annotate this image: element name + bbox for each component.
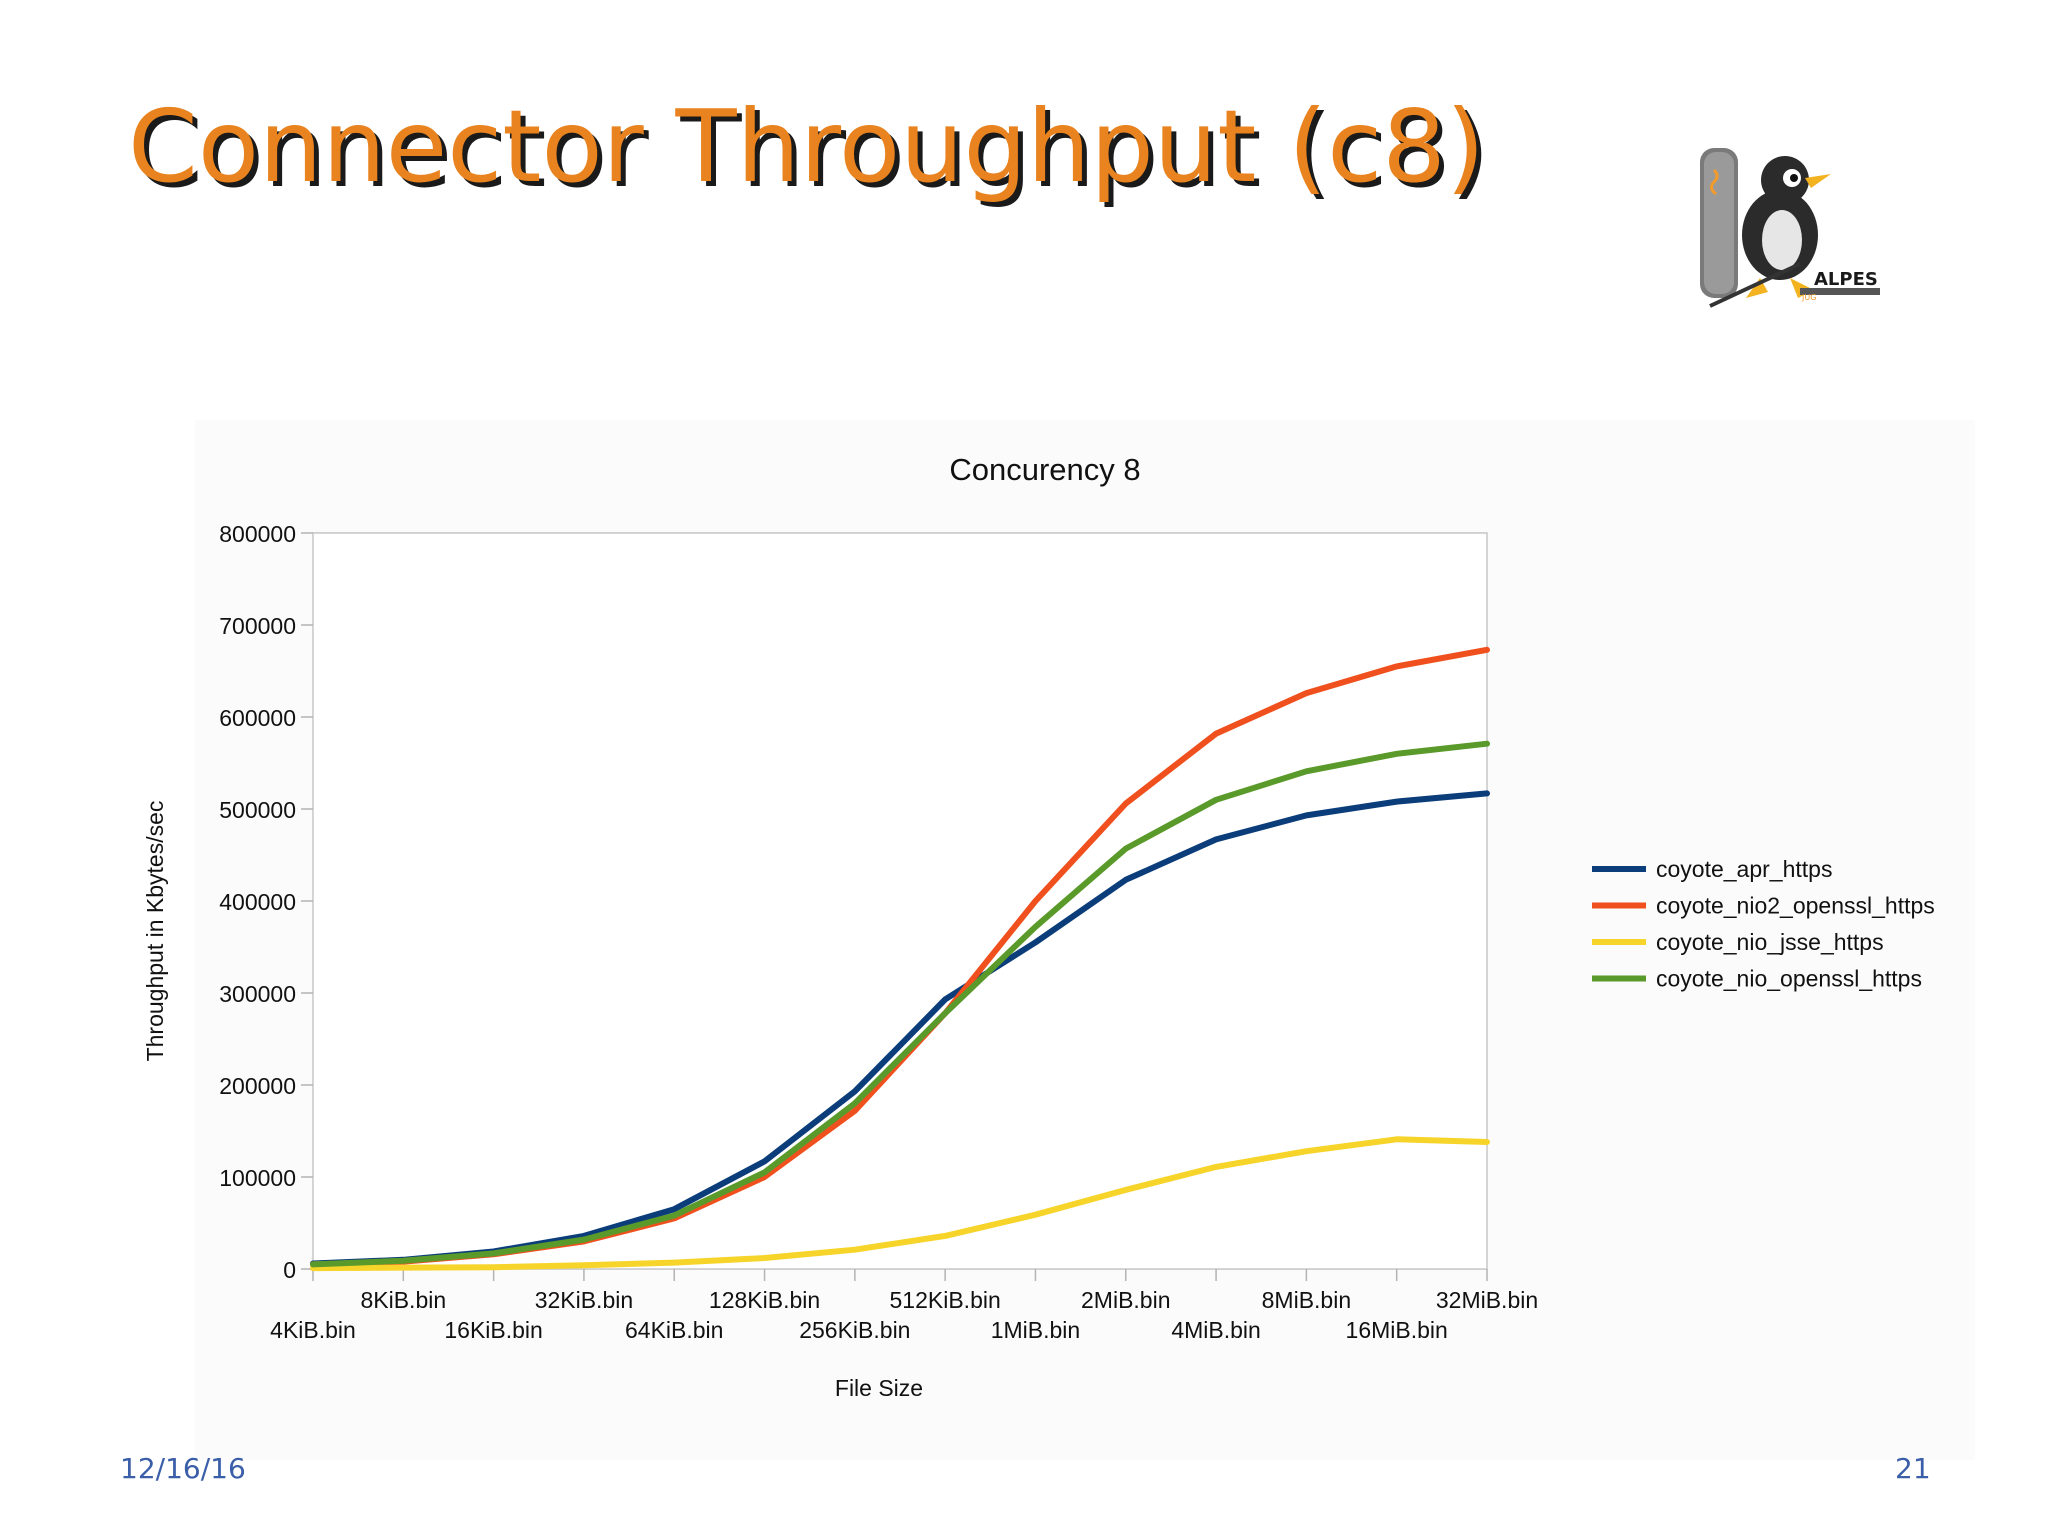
y-tick-label: 100000	[219, 1165, 296, 1191]
page-number: 21	[1895, 1452, 1931, 1485]
x-tick-label: 1MiB.bin	[991, 1317, 1080, 1343]
slide-title: Connector Throughput (c8)	[128, 88, 1485, 205]
plot-area	[312, 532, 1488, 1270]
alpes-jug-logo: ALPES JUG	[1700, 148, 1880, 308]
y-tick-label: 700000	[219, 613, 296, 639]
x-tick-label: 32KiB.bin	[535, 1287, 633, 1313]
y-tick-label: 200000	[219, 1073, 296, 1099]
x-tick-label: 16KiB.bin	[444, 1317, 542, 1343]
x-tick-label: 32MiB.bin	[1436, 1287, 1538, 1313]
logo-subtext: JUG	[1801, 293, 1816, 302]
chart-title: Concurency 8	[949, 452, 1140, 487]
x-tick-label: 4MiB.bin	[1171, 1317, 1260, 1343]
chart-series	[310, 646, 1490, 1272]
series-line-coyote_nio_jsse_https	[310, 1136, 1490, 1272]
y-tick-label: 500000	[219, 797, 296, 823]
y-tick-label: 600000	[219, 705, 296, 731]
x-tick-label: 4KiB.bin	[270, 1317, 356, 1343]
legend-label: coyote_apr_https	[1656, 856, 1832, 882]
y-axis-ticks: 0 100000 200000 300000 400000 500000 600000 700…	[219, 521, 313, 1283]
series-line-coyote_nio_openssl_https	[310, 740, 1490, 1268]
y-tick-label: 0	[283, 1257, 296, 1283]
x-tick-label: 8MiB.bin	[1262, 1287, 1351, 1313]
legend-label: coyote_nio_openssl_https	[1656, 966, 1922, 992]
x-tick-label: 512KiB.bin	[890, 1287, 1001, 1313]
legend-label: coyote_nio2_openssl_https	[1656, 893, 1935, 919]
logo-text: ALPES	[1814, 269, 1878, 290]
x-tick-label: 2MiB.bin	[1081, 1287, 1170, 1313]
plot-background	[312, 532, 1488, 1270]
y-tick-label: 300000	[219, 981, 296, 1007]
x-tick-label: 16MiB.bin	[1346, 1317, 1448, 1343]
y-tick-label: 400000	[219, 889, 296, 915]
y-axis-label: Throughput in Kbytes/sec	[142, 801, 168, 1062]
x-axis-label: File Size	[835, 1375, 923, 1401]
x-tick-label: 64KiB.bin	[625, 1317, 723, 1343]
x-tick-label: 128KiB.bin	[709, 1287, 820, 1313]
x-tick-label: 256KiB.bin	[799, 1317, 910, 1343]
y-tick-label: 800000	[219, 521, 296, 547]
footer-date: 12/16/16	[120, 1452, 246, 1485]
legend-label: coyote_nio_jsse_https	[1656, 929, 1884, 955]
chart-legend: coyote_apr_https coyote_nio2_openssl_http…	[1592, 856, 1935, 992]
x-tick-label: 8KiB.bin	[360, 1287, 446, 1313]
